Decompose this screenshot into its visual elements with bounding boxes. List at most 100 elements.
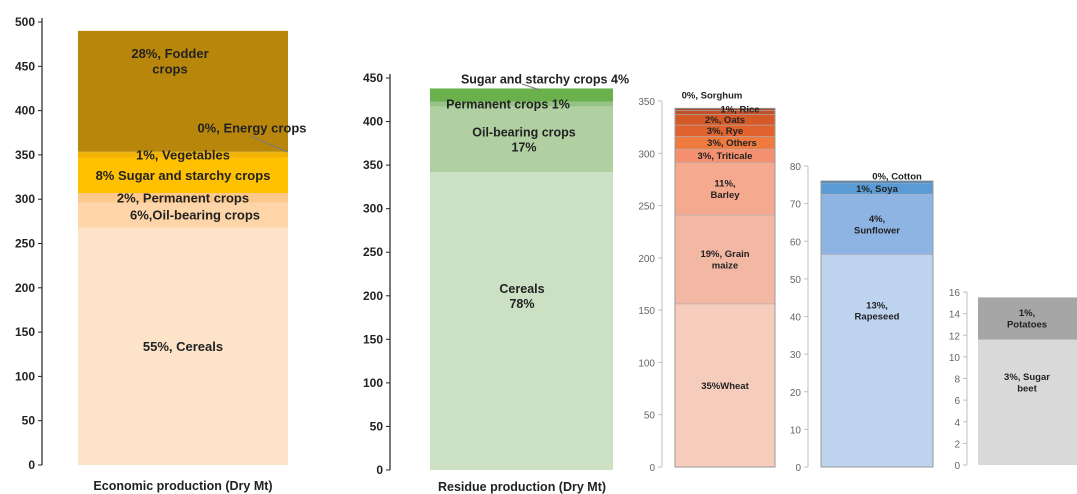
bar-segment-cereals <box>430 172 613 470</box>
y-tick-label: 400 <box>363 115 383 129</box>
y-tick-label: 450 <box>15 59 35 73</box>
y-tick-label: 0 <box>28 458 35 472</box>
bar-segment-vegetables <box>78 152 288 158</box>
segment-label-sugar-and-starchy-crops: 8% Sugar and starchy crops <box>96 168 271 183</box>
segment-label-cereals: 55%, Cereals <box>143 339 223 354</box>
y-tick-label: 150 <box>15 325 35 339</box>
bar-segment-sugar-and-starchy-crops <box>430 88 613 102</box>
y-tick-label: 4 <box>954 418 960 429</box>
segment-label-energy-crops: 0%, Energy crops <box>197 121 306 136</box>
y-tick-label: 0 <box>649 463 655 474</box>
bar-segment-cereals <box>78 227 288 465</box>
y-axis-ticks: 0 50 100 150 200 250 300 350 <box>638 97 662 474</box>
y-tick-label: 30 <box>790 350 802 361</box>
y-tick-label: 300 <box>363 202 383 216</box>
y-tick-label: 12 <box>949 331 961 342</box>
y-tick-label: 10 <box>949 353 961 364</box>
segment-label-permanent-crops: 2%, Permanent crops <box>117 190 249 205</box>
y-axis-ticks: 0 50 100 150 200 250 300 350 400 450 500 <box>15 15 42 472</box>
segment-label-wheat: 35%Wheat <box>701 381 749 392</box>
y-tick-label: 20 <box>790 388 802 399</box>
bar-segment-oil-bearing-crops <box>430 106 613 173</box>
segment-label-rye: 3%, Rye <box>707 126 743 137</box>
stacked-bar <box>820 180 934 468</box>
bar-segment-sunflower <box>820 193 934 255</box>
segment-label-sunflower: 4%, Sunflower <box>854 214 900 236</box>
segment-label-potatoes: 1%, Potatoes <box>1007 308 1047 330</box>
segment-label-triticale: 3%, Triticale <box>698 151 753 162</box>
segment-labels: 55%, Cereals 6%,Oil-bearing crops 2%, Perm… <box>96 46 307 354</box>
y-tick-label: 50 <box>22 414 36 428</box>
bar-segment-potatoes <box>978 297 1077 340</box>
y-tick-label: 300 <box>638 149 655 160</box>
y-tick-label: 14 <box>949 310 961 321</box>
y-tick-label: 100 <box>638 358 655 369</box>
y-tick-label: 0 <box>795 463 801 474</box>
y-tick-label: 16 <box>949 288 961 299</box>
y-tick-label: 450 <box>363 71 383 85</box>
y-tick-label: 350 <box>363 158 383 172</box>
segment-label-sugar-and-starchy-crops: Sugar and starchy crops 4% <box>461 72 629 86</box>
stacked-bar <box>78 30 288 465</box>
y-tick-label: 500 <box>15 15 35 29</box>
segment-label-permanent-crops: Permanent crops 1% <box>446 98 570 112</box>
bar-outline <box>674 107 776 468</box>
stacked-bar <box>674 107 776 468</box>
chart-panel-2: 0 50 100 150 200 250 300 350 400 450 Cereals 78% Oil… <box>363 71 629 494</box>
segment-labels: 13%, Rapeseed 4%, Sunflower 1%, Soya 0%, Cott… <box>854 171 922 322</box>
y-tick-label: 0 <box>376 463 383 477</box>
y-axis-ticks: 0 50 100 150 200 250 300 350 400 450 <box>363 71 390 477</box>
bar-segment-oil-bearing-crops <box>78 202 288 228</box>
y-tick-label: 350 <box>15 148 35 162</box>
y-tick-label: 300 <box>15 192 35 206</box>
chart-panel-4: 0 10 20 30 40 50 60 70 80 13%, Rapeseed 4%, Sunflowe… <box>790 162 934 474</box>
segment-labels: Cereals 78% Oil-bearing crops 17% Permanent … <box>446 72 629 311</box>
y-tick-label: 40 <box>790 313 802 324</box>
chart-panel-3: 0 50 100 150 200 250 300 350 35%Wheat 19%, Grain m… <box>638 90 776 474</box>
y-tick-label: 200 <box>15 281 35 295</box>
y-axis-ticks: 0 10 20 30 40 50 60 70 80 <box>790 162 808 474</box>
chart-panel-1: 0 50 100 150 200 250 300 350 400 450 500 55%, Cerea… <box>15 15 307 493</box>
bar-segment-fodder-crops <box>78 30 288 152</box>
bar-segment-wheat <box>674 303 776 468</box>
segment-label-fodder-crops: 28%, Fodder crops <box>131 46 208 77</box>
bar-segment-sugar-and-starchy-crops <box>78 157 288 193</box>
y-tick-label: 100 <box>15 369 35 383</box>
bar-segment-rapeseed <box>820 254 934 468</box>
bar-segment-barley <box>674 162 776 216</box>
segment-label-soya: 1%, Soya <box>856 184 898 195</box>
x-axis-label: Economic production (Dry Mt) <box>93 479 272 493</box>
segment-labels: 35%Wheat 19%, Grain maize 11%, Barley 3%, Tri… <box>682 90 760 391</box>
bar-outline <box>820 180 934 468</box>
chart-panel-5: 0 2 4 6 8 10 12 14 16 3%, Sugar beet 1%, Potatoes <box>949 288 1077 472</box>
y-tick-label: 100 <box>363 376 383 390</box>
segment-label-oil-bearing-crops: 6%,Oil-bearing crops <box>130 208 260 223</box>
segment-label-sorghum: 0%, Sorghum <box>682 90 743 101</box>
y-axis-ticks: 0 2 4 6 8 10 12 14 16 <box>949 288 967 472</box>
segment-label-vegetables: 1%, Vegetables <box>136 147 230 162</box>
y-tick-label: 250 <box>15 237 35 251</box>
segment-label-barley: 11%, Barley <box>710 178 740 200</box>
segment-label-oil-bearing-crops: Oil-bearing crops 17% <box>472 125 576 154</box>
y-tick-label: 200 <box>363 289 383 303</box>
segment-label-rice: 1%, Rice <box>720 104 759 115</box>
y-tick-label: 80 <box>790 162 802 173</box>
segment-label-cotton: 0%, Cotton <box>872 171 922 182</box>
x-axis-label: Residue production (Dry Mt) <box>438 480 606 494</box>
y-tick-label: 2 <box>954 439 960 450</box>
y-tick-label: 50 <box>644 411 656 422</box>
y-tick-label: 400 <box>15 104 35 118</box>
stacked-bar <box>978 297 1077 465</box>
y-tick-label: 10 <box>790 425 802 436</box>
bar-segment-permanent-crops <box>78 192 288 203</box>
y-tick-label: 50 <box>370 419 384 433</box>
y-tick-label: 70 <box>790 200 802 211</box>
segment-label-cereals: Cereals 78% <box>499 282 544 311</box>
y-tick-label: 150 <box>363 332 383 346</box>
segment-label-grain-maize: 19%, Grain maize <box>700 249 749 271</box>
bar-segment-energy-crops <box>78 151 288 153</box>
bar-segment-sugar-beet <box>978 339 1077 465</box>
segment-label-rapeseed: 13%, Rapeseed <box>855 300 900 322</box>
